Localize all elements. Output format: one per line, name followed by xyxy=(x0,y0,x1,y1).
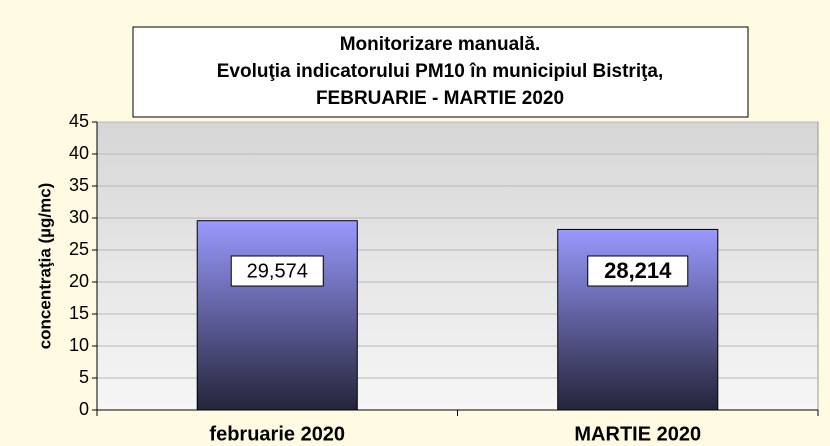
value-label-box xyxy=(230,255,324,287)
chart-title: Evoluţia indicatorului PM10 în municipiu… xyxy=(217,61,664,82)
chart-title: FEBRUARIE - MARTIE 2020 xyxy=(316,88,564,109)
y-tick-label: 10 xyxy=(69,335,89,355)
y-tick-label: 20 xyxy=(69,271,89,291)
value-label: 28,214 xyxy=(604,258,672,283)
y-tick-label: 30 xyxy=(69,207,89,227)
y-tick-label: 45 xyxy=(69,111,89,131)
y-tick-label: 0 xyxy=(79,399,89,419)
y-tick-label: 25 xyxy=(69,239,89,259)
y-tick-label: 5 xyxy=(79,367,89,387)
value-label-box xyxy=(587,255,689,287)
value-label: 29,574 xyxy=(247,260,308,282)
y-axis-label: concentraţia (µg/mc) xyxy=(35,183,54,350)
y-tick-label: 40 xyxy=(69,143,89,163)
x-tick-label: februarie 2020 xyxy=(209,423,345,445)
title-box xyxy=(132,26,749,118)
y-tick-label: 15 xyxy=(69,303,89,323)
x-tick-label: MARTIE 2020 xyxy=(574,423,701,445)
chart-title: Monitorizare manuală. xyxy=(340,34,541,55)
bar xyxy=(196,220,358,411)
y-tick-label: 35 xyxy=(69,175,89,195)
